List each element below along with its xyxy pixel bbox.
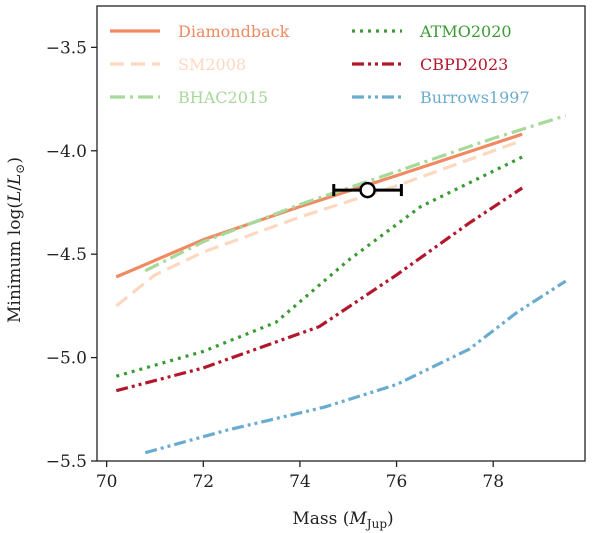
series-line-atmo2020 <box>115 155 523 378</box>
legend-label-cbpd2023: CBPD2023 <box>420 55 508 74</box>
x-axis-label: Mass (MJup) <box>292 509 393 531</box>
x-tick-label-78: 78 <box>482 472 504 492</box>
axes-layer: 70 72 74 76 78 −5.5 −5.0 −4.5 −4.0 −3.5 <box>46 5 586 492</box>
x-tick-label-70: 70 <box>96 472 118 492</box>
legend-label-sm2008: SM2008 <box>178 55 246 74</box>
y-axis-label: Minimum log(L/L⊙) <box>5 157 27 323</box>
x-tick-label-72: 72 <box>192 472 214 492</box>
y-tick-label-2: −4.5 <box>46 245 87 265</box>
y-tick-label-3: −4.0 <box>46 142 87 162</box>
plot-frame <box>96 5 586 462</box>
y-tick-label-4: −3.5 <box>46 38 87 58</box>
series-line-cbpd2023 <box>115 186 524 393</box>
legend-label-atmo2020: ATMO2020 <box>419 22 512 41</box>
series-line-diamondback <box>115 132 523 279</box>
legend-label-bhac2015: BHAC2015 <box>178 88 268 107</box>
measurement-layer <box>332 181 403 199</box>
legend-label-burrows1997: Burrows1997 <box>420 88 530 107</box>
legend-label-diamondback: Diamondback <box>178 22 290 41</box>
series-line-sm2008 <box>115 138 523 308</box>
y-tick-label-1: −5.0 <box>46 349 87 369</box>
series-layer <box>115 114 567 455</box>
series-line-burrows1997 <box>144 279 567 455</box>
x-tick-label-76: 76 <box>386 472 408 492</box>
series-line-bhac2015 <box>144 114 567 273</box>
legend: Diamondback SM2008 BHAC2015 ATMO2020 CBPD202… <box>110 22 530 107</box>
x-tick-label-74: 74 <box>289 472 311 492</box>
measurement-point <box>359 181 376 199</box>
y-tick-label-0: −5.5 <box>46 452 87 472</box>
